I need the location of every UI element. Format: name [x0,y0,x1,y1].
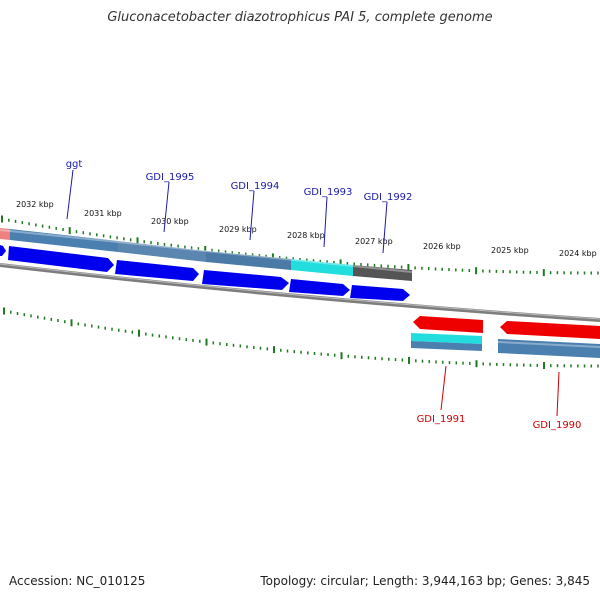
tick-label-2031: 2031 kbp [84,209,122,218]
genome-backbone [0,263,600,322]
tick-label-2027: 2027 kbp [355,237,393,246]
gene-label-gdi1991[interactable]: GDI_1991 [417,414,466,425]
feature-segment-pink [0,228,10,240]
forward-cds-arrows [0,245,410,301]
genome-backbone-highlight [0,263,600,320]
tick-label-2025: 2025 kbp [491,246,529,255]
gene-label-ggt[interactable]: ggt [66,159,83,170]
leader-line-gdi1990 [556,371,560,417]
reverse-leader-lines [440,365,560,417]
tick-label-2024: 2024 kbp [559,249,597,258]
cds-arrow-gdi1991[interactable] [413,316,483,333]
tick-label-2028: 2028 kbp [287,231,325,240]
tick-label-2030: 2030 kbp [151,217,189,226]
cds-arrow-ggt[interactable] [8,246,114,272]
lower-tick-row [3,307,599,369]
genome-title: Gluconacetobacter diazotrophicus PAI 5, … [107,10,493,25]
feature-segment-blue-rev-a [411,341,482,351]
leader-line-gdi1993 [323,196,328,248]
cds-arrow-gdi1990[interactable] [500,321,600,339]
cds-arrow-ggt-left[interactable] [0,245,6,256]
feature-segment-blue-2 [118,241,206,262]
leader-line-gdi1991 [440,365,447,411]
reverse-feature-band [411,333,600,358]
feature-segment-cyan [291,259,353,276]
cds-arrow-gdi1992[interactable] [350,285,410,301]
gene-label-gdi1993[interactable]: GDI_1993 [304,187,353,198]
gene-label-gdi1992[interactable]: GDI_1992 [364,192,413,203]
feature-segment-gray [353,265,412,281]
tick-label-2032: 2032 kbp [16,200,54,209]
gene-label-gdi1994[interactable]: GDI_1994 [231,181,280,192]
leader-line-gdi1995 [163,181,170,233]
leader-line-ggt [66,169,74,220]
cds-arrow-gdi1994[interactable] [202,270,289,290]
accession-text: Accession: NC_010125 [9,574,146,588]
feature-band-shine-rev [498,341,600,348]
cds-arrow-gdi1993[interactable] [289,279,350,296]
feature-band-shine [0,229,412,273]
feature-segment-blue-rev-b [498,339,600,358]
forward-feature-band [0,228,412,281]
forward-leader-lines [66,169,388,254]
genome-summary-text: Topology: circular; Length: 3,944,163 bp… [260,574,590,588]
reverse-cds-arrows [413,316,600,339]
feature-segment-blue-3 [206,251,291,270]
cds-arrow-gdi1995[interactable] [115,260,199,281]
gene-label-gdi1995[interactable]: GDI_1995 [146,172,195,183]
leader-line-gdi1994 [249,190,255,241]
feature-segment-blue-1 [10,229,118,252]
feature-segment-cyan-rev [411,333,482,344]
gene-label-gdi1990[interactable]: GDI_1990 [533,420,582,431]
tick-label-2026: 2026 kbp [423,242,461,251]
upper-tick-row [1,215,599,277]
tick-label-2029: 2029 kbp [219,225,257,234]
leader-line-gdi1992 [382,201,388,254]
